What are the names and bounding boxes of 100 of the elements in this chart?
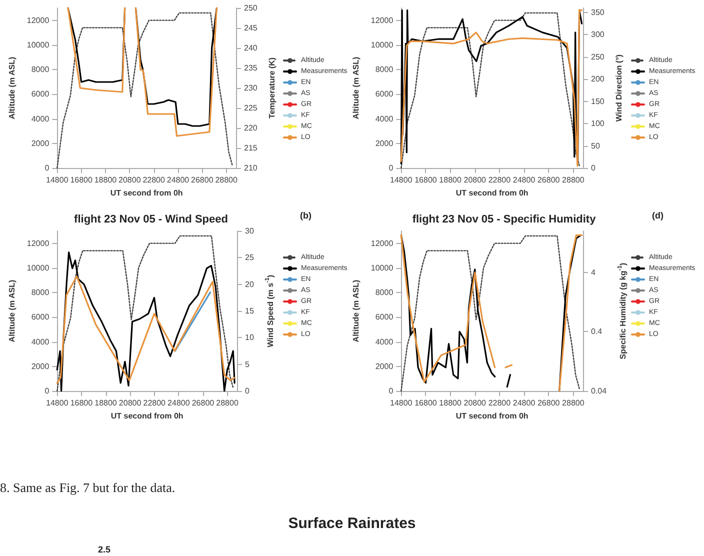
x-tick-label: 22800 <box>142 176 166 184</box>
x-tick-label: 18800 <box>94 398 118 408</box>
y-tick-label: 0 <box>388 386 394 396</box>
x-tick-label: 16800 <box>70 176 93 184</box>
x-tick-label: 28800 <box>216 398 239 408</box>
y-tick-label: 10000 <box>370 263 394 272</box>
x-tick-label: 24800 <box>512 398 536 408</box>
y2-tick-label: 20 <box>245 280 254 289</box>
y2-tick-label: 15 <box>245 306 254 316</box>
x-axis-title: UT second from 0h <box>110 411 184 420</box>
x-tick-label: 14800 <box>46 398 69 408</box>
y-axis-title: Altitude (m ASL) <box>8 279 16 342</box>
y-tick-label: 12000 <box>26 238 50 248</box>
x-tick-label: 18800 <box>439 176 462 184</box>
y-tick-label: 0 <box>44 164 50 172</box>
x-tick-label: 26800 <box>537 176 560 184</box>
y2-tick-label: 250 <box>591 52 605 62</box>
x-tick-label: 28800 <box>215 176 238 184</box>
y-tick-label: 8000 <box>31 288 50 298</box>
y-tick-label: 6000 <box>375 312 394 322</box>
chart-title: flight 23 Nov 05 - Wind Speed <box>74 214 228 226</box>
y2-tick-label: 220 <box>244 124 258 132</box>
y-axis-title: Altitude (m ASL) <box>352 56 360 120</box>
y2-tick-label: 10 <box>245 333 254 342</box>
y-tick-label: 12000 <box>26 16 50 25</box>
line-series <box>56 276 236 384</box>
chart-title: flight 23 Nov 05 - Specific Humidity <box>412 214 597 226</box>
text: (d) <box>652 210 664 220</box>
x-tick-label: 26800 <box>537 398 560 408</box>
y-tick-label: 12000 <box>370 238 394 248</box>
line-series <box>56 12 233 169</box>
x-tick-label: 20800 <box>464 176 487 184</box>
x-tick-label: 26800 <box>191 176 214 184</box>
y-tick-label: 4000 <box>31 337 50 346</box>
y2-tick-label: 230 <box>244 84 258 92</box>
y2-tick-label: 250 <box>244 4 258 12</box>
x-tick-label: 20800 <box>118 176 142 184</box>
y-axis-title: Altitude (m ASL) <box>8 56 16 120</box>
y-tick-label: 10000 <box>26 263 50 272</box>
y2-tick-label: 150 <box>591 96 605 106</box>
y2-axis-title: Temperature (K) <box>268 57 277 119</box>
x-tick-label: 20800 <box>118 398 142 408</box>
y2-tick-label: 240 <box>244 44 258 52</box>
x-tick-label: 14800 <box>390 176 413 184</box>
x-tick-label: 20800 <box>464 398 487 408</box>
y-tick-label: 8000 <box>375 65 394 74</box>
x-tick-label: 28800 <box>562 176 585 184</box>
y2-tick-label: 210 <box>244 164 258 172</box>
y2-tick-label: 50 <box>591 141 600 150</box>
x-tick-label: 24800 <box>512 176 536 184</box>
x-axis-title: UT second from 0h <box>110 188 183 198</box>
x-tick-label: 16800 <box>414 398 438 408</box>
x-tick-label: 22800 <box>488 398 512 408</box>
y2-tick-label: 0.04 <box>591 386 608 396</box>
x-tick-label: 22800 <box>488 176 512 184</box>
y-axis-title: Altitude (m ASL) <box>352 279 360 342</box>
y-tick-label: 4000 <box>375 114 394 124</box>
x-tick-label: 22800 <box>143 398 166 408</box>
x-tick-label: 26800 <box>192 398 215 408</box>
y-tick-label: 4000 <box>375 337 394 346</box>
y-tick-label: 6000 <box>31 312 50 322</box>
y2-tick-label: 235 <box>244 64 258 72</box>
y2-tick-label: 0 <box>591 164 596 172</box>
x-tick-label: 16800 <box>70 398 94 408</box>
x-tick-label: 16800 <box>414 176 438 184</box>
y2-tick-label: 100 <box>591 119 605 128</box>
y2-tick-label: 300 <box>591 30 605 40</box>
y-tick-label: 2000 <box>375 362 394 371</box>
y-tick-label: 2000 <box>31 362 50 371</box>
y-tick-label: 8000 <box>31 65 50 74</box>
y2-tick-label: 200 <box>591 74 605 84</box>
x-tick-label: 28800 <box>562 398 585 408</box>
text: 8. Same as Fig. 7 but for the data. <box>0 480 176 495</box>
y2-tick-label: 0 <box>245 386 250 396</box>
text: 2.5 <box>98 544 111 554</box>
y-tick-label: 6000 <box>375 90 394 99</box>
y2-tick-label: 225 <box>244 104 258 112</box>
y2-tick-label: 5 <box>245 360 250 369</box>
y-tick-label: 0 <box>388 164 394 172</box>
y2-tick-label: 25 <box>245 253 254 262</box>
x-tick-label: 14800 <box>46 176 69 184</box>
y2-tick-label: 30 <box>245 226 254 236</box>
x-axis-title: UT second from 0h <box>456 188 528 198</box>
y-tick-label: 10000 <box>26 40 50 50</box>
x-axis-title: UT second from 0h <box>456 411 528 420</box>
y2-tick-label: 215 <box>244 144 258 152</box>
text: (b) <box>300 210 312 220</box>
x-tick-label: 24800 <box>168 398 190 408</box>
y2-axis-title: Wind Direction (°) <box>614 54 624 122</box>
x-tick-label: 18800 <box>94 176 118 184</box>
x-tick-label: 24800 <box>166 176 190 184</box>
y-tick-label: 12000 <box>370 16 394 25</box>
y-tick-label: 8000 <box>375 288 394 298</box>
y-tick-label: 10000 <box>370 40 394 50</box>
y2-tick-label: 0.4 <box>591 327 603 336</box>
y2-tick-label: 350 <box>591 8 605 17</box>
y-tick-label: 6000 <box>31 90 50 99</box>
y2-tick-label: 245 <box>244 24 258 32</box>
y-tick-label: 2000 <box>31 138 50 148</box>
y2-tick-label: 4 <box>591 268 596 277</box>
